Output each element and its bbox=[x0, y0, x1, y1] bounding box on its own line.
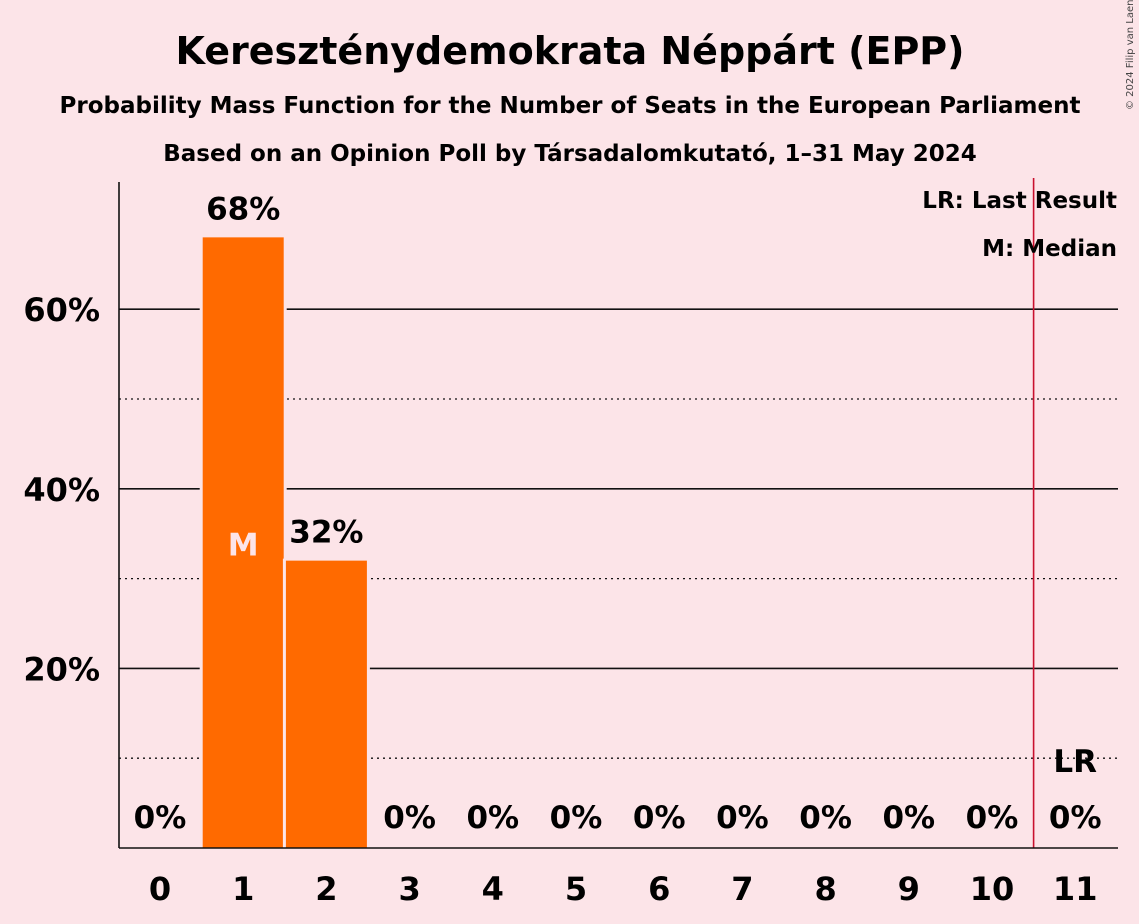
x-tick-label: 4 bbox=[482, 870, 504, 908]
data-label: 0% bbox=[550, 800, 603, 836]
x-tick-label: 7 bbox=[731, 870, 753, 908]
bar bbox=[285, 560, 367, 848]
data-label: 0% bbox=[882, 800, 935, 836]
data-label: 0% bbox=[799, 800, 852, 836]
data-label: 0% bbox=[383, 800, 436, 836]
x-tick-label: 9 bbox=[898, 870, 920, 908]
copyright-notice: © 2024 Filip van Laenen bbox=[1125, 0, 1136, 110]
last-result-marker: LR bbox=[1053, 744, 1097, 780]
y-tick-label: 20% bbox=[23, 650, 100, 688]
bar bbox=[202, 237, 284, 849]
data-label: 0% bbox=[633, 800, 686, 836]
data-label: 0% bbox=[966, 800, 1019, 836]
x-tick-label: 6 bbox=[648, 870, 670, 908]
x-tick-labels: 0 1 2 3 4 5 6 7 8 9 10 11 bbox=[149, 870, 1098, 908]
chart-title: Kereszténydemokrata Néppárt (EPP) bbox=[175, 29, 964, 73]
y-tick-label: 40% bbox=[23, 471, 100, 509]
data-label: 0% bbox=[716, 800, 769, 836]
x-tick-label: 3 bbox=[398, 870, 420, 908]
legend-last-result: LR: Last Result bbox=[922, 188, 1117, 214]
axes bbox=[118, 182, 1118, 849]
data-label: 0% bbox=[1049, 800, 1102, 836]
y-tick-labels: 20% 40% 60% bbox=[23, 291, 100, 688]
x-tick-label: 2 bbox=[315, 870, 337, 908]
x-tick-label: 1 bbox=[232, 870, 254, 908]
data-label: 0% bbox=[134, 800, 187, 836]
chart-source: Based on an Opinion Poll by Társadalomku… bbox=[163, 141, 977, 167]
data-label: 0% bbox=[466, 800, 519, 836]
data-label: 68% bbox=[206, 191, 280, 227]
data-label: 32% bbox=[289, 515, 363, 551]
x-tick-label: 0 bbox=[149, 870, 171, 908]
bars bbox=[199, 235, 370, 849]
x-tick-label: 11 bbox=[1053, 870, 1098, 908]
value-labels: 0% 68% 32% 0% 0% 0% 0% 0% 0% 0% 0% 0% M LR bbox=[134, 178, 1102, 848]
median-marker: M bbox=[228, 527, 259, 563]
chart-subtitle: Probability Mass Function for the Number… bbox=[60, 93, 1081, 119]
x-tick-label: 10 bbox=[970, 870, 1015, 908]
legend-median: M: Median bbox=[982, 236, 1117, 262]
y-tick-label: 60% bbox=[23, 291, 100, 329]
x-tick-label: 5 bbox=[565, 870, 587, 908]
x-tick-label: 8 bbox=[814, 870, 836, 908]
